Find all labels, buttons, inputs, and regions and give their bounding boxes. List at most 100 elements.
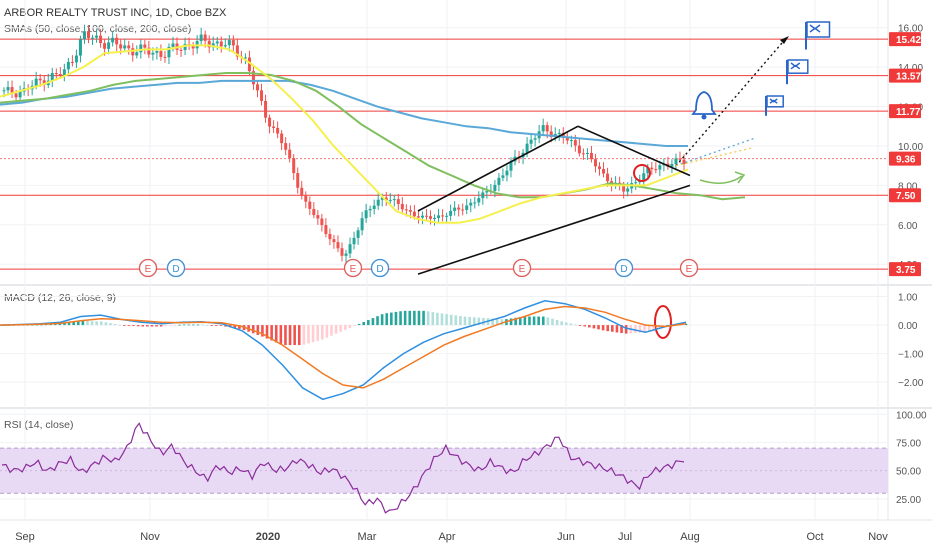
candle-body [34,78,38,86]
price-level-tag-label: 13.57 [896,72,921,83]
macd-histogram-bar [169,325,172,326]
macd-histogram-bar [652,325,656,330]
event-marker-earnings [679,258,699,278]
candle-body [147,47,151,55]
macd-histogram-bar [95,321,98,326]
candle-body [308,201,312,209]
candle-body [445,215,449,217]
time-tick-label: Jul [618,531,632,543]
macd-histogram-bar [532,316,536,326]
macd-histogram-bar [334,325,338,334]
candle-body [18,91,22,98]
macd-histogram-bar [49,324,52,326]
macd-histogram-bar [643,325,646,333]
macd-histogram-bar [422,310,425,326]
macd-histogram-bar [564,322,568,326]
candle-body [207,40,211,48]
candle-body [364,210,368,219]
macd-histogram-bar [495,318,499,326]
macd-histogram-bar [215,325,218,326]
event-marker-earnings [343,258,363,278]
price-level-tag-label: 3.75 [896,265,916,276]
macd-histogram-bar [127,325,131,326]
macd-histogram-bar [500,319,504,326]
candle-body [585,152,589,154]
macd-histogram-bar [224,325,227,327]
macd-histogram-bar [509,318,513,326]
candle-body [159,51,163,57]
candle-body [388,199,392,201]
event-marker-label: D [376,264,383,275]
candle-body [352,237,356,245]
macd-histogram-bar [164,325,168,327]
candle-body [416,216,420,218]
candle-body [654,169,658,171]
price-level-tag [889,188,921,203]
time-tick-label: Apr [438,531,455,543]
candle-body [155,51,159,53]
candle-body [151,52,155,55]
macd-histogram-bar [426,311,430,326]
candle-body [292,158,296,174]
candle-body [103,43,107,49]
event-marker-label: E [350,264,357,275]
rsi-tick-label: 25.00 [896,495,921,506]
price-tick-label: 10.00 [898,142,923,153]
candle-body [569,140,573,142]
rsi-tick-label: 100.00 [896,410,927,421]
macd-histogram-bar [53,324,57,326]
macd-histogram-bar [367,320,370,326]
event-marker-dividend [614,258,634,278]
candle-body [593,159,597,167]
candle-body [135,52,139,56]
macd-histogram-bar [638,325,642,333]
sma-200-line [0,79,688,147]
candle-body [441,215,445,217]
candle-body [437,215,441,218]
candle-body [453,207,457,211]
sma-50-line [0,44,689,224]
candle-body [541,125,545,132]
macd-histogram-bar [583,325,587,327]
price-level-tag [889,32,921,47]
candle-body [260,90,264,101]
candle-body [324,225,328,234]
candle-body [38,78,42,81]
candle-body [123,45,127,49]
rsi-tick-label: 50.00 [896,467,921,478]
rsi-band [0,447,888,494]
macd-histogram-bar [297,325,301,346]
macd-histogram-bar [634,325,637,333]
candle-body [573,140,577,146]
candle-body [497,177,501,185]
projection-low [675,147,753,167]
candlesticks [2,24,686,263]
macd-histogram-bar [178,324,181,326]
candle-body [682,159,686,164]
macd-histogram-bar [118,324,122,326]
macd-histogram-bar [551,318,554,326]
macd-tick-label: 0.00 [898,321,918,332]
macd-histogram-bar [574,324,577,326]
candle-body [163,56,167,58]
macd-histogram-bar [146,325,149,327]
candle-body [505,170,509,176]
macd-histogram-bar [371,318,375,326]
time-tick-label: Nov [140,531,160,543]
candle-body [66,61,70,70]
price-tick-label: 16.00 [898,24,923,35]
macd-histogram-bar [592,325,596,329]
macd-histogram-bar [251,325,255,334]
macd-histogram-bar [159,325,163,327]
target-flag-low-pattern [769,98,778,104]
time-tick-label: Mar [358,531,377,543]
candle-body [272,126,276,128]
macd-histogram-bar [615,325,619,333]
rsi-overbought-oversold-band [0,448,888,494]
macd-histogram-bar [344,325,347,330]
event-marker-label: E [686,264,693,275]
macd-histogram-bar [541,316,545,326]
candle-body [78,39,82,56]
macd-cross-circle [654,305,672,339]
